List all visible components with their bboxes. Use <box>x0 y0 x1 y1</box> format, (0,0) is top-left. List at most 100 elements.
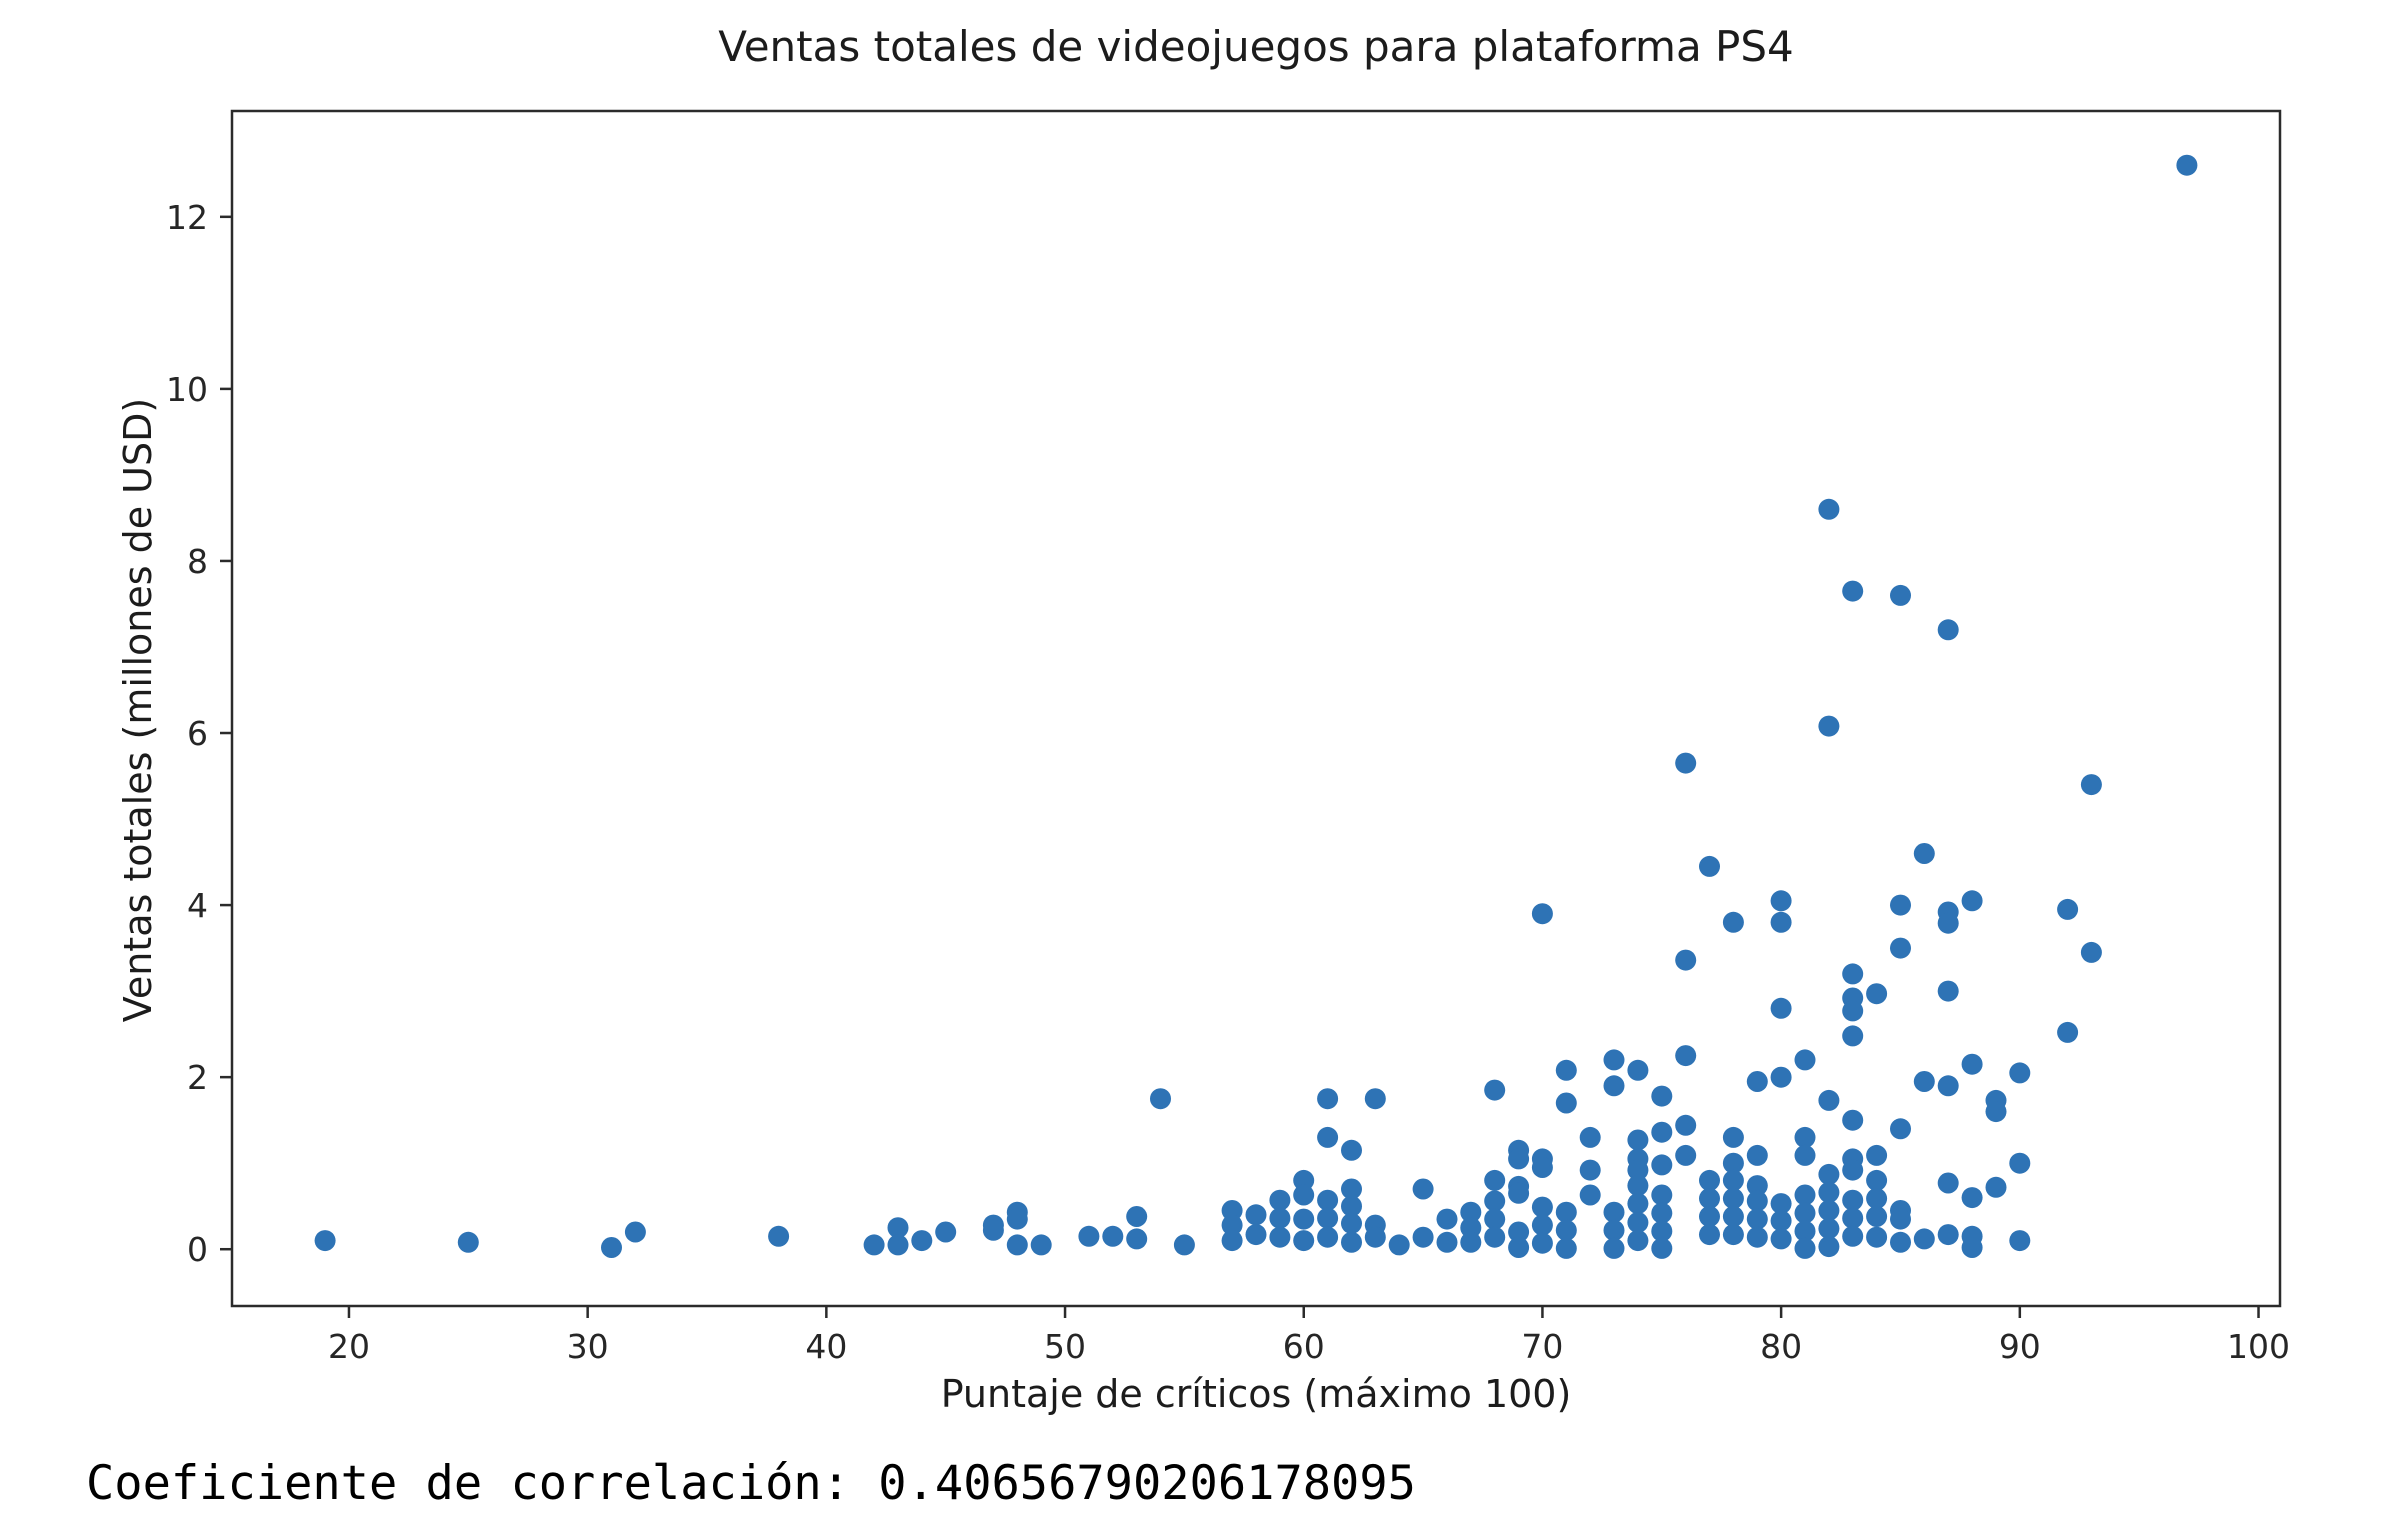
data-point <box>1794 1237 1816 1259</box>
data-point <box>1627 1212 1649 1233</box>
data-point <box>1937 619 1959 641</box>
data-point <box>1722 1188 1744 1209</box>
x-tick-label: 30 <box>567 1327 609 1366</box>
data-point <box>2009 1152 2031 1174</box>
data-point <box>1961 890 1983 912</box>
data-point <box>1508 1182 1530 1204</box>
data-point <box>1651 1202 1673 1224</box>
data-point <box>314 1230 336 1252</box>
x-tick-label: 50 <box>1044 1327 1086 1366</box>
data-point <box>1317 1126 1339 1148</box>
data-point <box>2009 1230 2031 1252</box>
data-point <box>1412 1226 1434 1248</box>
data-point <box>1245 1204 1267 1226</box>
data-point <box>1699 1224 1720 1246</box>
data-point <box>1675 1144 1697 1166</box>
data-point <box>1245 1224 1267 1246</box>
data-point <box>1722 1126 1744 1148</box>
data-point <box>1890 937 1911 959</box>
data-point <box>1555 1059 1577 1081</box>
data-point <box>1746 1144 1768 1166</box>
data-point <box>911 1230 933 1252</box>
data-point <box>1794 1184 1816 1206</box>
data-point <box>1794 1126 1816 1148</box>
data-point <box>1293 1208 1315 1230</box>
y-tick-label: 12 <box>166 198 208 237</box>
data-point <box>1794 1220 1816 1242</box>
x-tick-label: 80 <box>1760 1327 1802 1366</box>
data-point <box>1579 1159 1601 1181</box>
y-tick-label: 10 <box>166 370 208 409</box>
data-point <box>1842 1000 1864 1022</box>
data-point <box>1961 1237 1983 1258</box>
data-point <box>1675 752 1697 774</box>
data-point <box>1985 1176 2007 1198</box>
data-point <box>1627 1230 1649 1252</box>
data-point <box>1818 1218 1840 1240</box>
data-point <box>1770 911 1792 933</box>
data-point <box>1317 1226 1339 1248</box>
data-point <box>1555 1219 1577 1241</box>
y-axis-label: Ventas totales (millones de USD) <box>116 397 160 1023</box>
data-point <box>1890 584 1911 606</box>
data-point <box>1436 1231 1458 1253</box>
data-point <box>1006 1208 1028 1230</box>
data-point <box>2080 941 2102 963</box>
data-point <box>1722 1169 1744 1191</box>
data-point <box>1937 980 1959 1002</box>
data-point <box>863 1234 885 1256</box>
data-point <box>1531 1232 1553 1254</box>
data-point <box>1651 1085 1673 1107</box>
data-point <box>1317 1207 1339 1229</box>
data-point <box>1293 1169 1315 1191</box>
y-tick-label: 6 <box>187 714 208 753</box>
data-point <box>1699 1188 1720 1209</box>
data-point <box>2057 898 2079 920</box>
data-point <box>1675 949 1697 971</box>
data-point <box>1150 1088 1171 1110</box>
x-tick-label: 20 <box>328 1327 370 1366</box>
data-point <box>1866 1188 1888 1209</box>
data-point <box>1818 498 1840 520</box>
data-point <box>1484 1190 1506 1212</box>
data-point <box>1675 1045 1697 1067</box>
data-point <box>2009 1062 2031 1084</box>
data-point <box>887 1234 909 1256</box>
data-point <box>1460 1217 1482 1239</box>
scatter-plot: 20 30 40 50 60 70 80 90 100 0 2 4 6 8 10 12 <box>166 109 2290 1366</box>
data-point <box>768 1225 790 1247</box>
data-point <box>887 1217 909 1239</box>
data-point <box>1722 1206 1744 1227</box>
data-point <box>1412 1178 1434 1200</box>
data-point <box>1627 1059 1649 1081</box>
data-point <box>935 1221 957 1243</box>
data-point <box>1221 1214 1243 1236</box>
data-point <box>1341 1195 1362 1217</box>
data-point <box>1627 1159 1649 1181</box>
y-tick-label: 0 <box>187 1230 208 1269</box>
data-point <box>1531 903 1553 925</box>
data-point <box>1484 1079 1506 1101</box>
data-point <box>1364 1226 1386 1248</box>
x-axis-label: Puntaje de críticos (máximo 100) <box>940 1372 1572 1416</box>
data-point <box>1603 1219 1625 1241</box>
data-point <box>1913 1071 1935 1092</box>
data-point <box>1842 963 1864 985</box>
data-point <box>1030 1234 1052 1256</box>
data-point <box>1341 1231 1362 1253</box>
data-point <box>1508 1221 1530 1243</box>
data-point <box>1484 1226 1506 1248</box>
data-point <box>1818 1163 1840 1185</box>
x-tick-label: 100 <box>2227 1327 2290 1366</box>
y-tick-label: 4 <box>187 886 208 925</box>
data-point <box>1317 1189 1339 1211</box>
data-point <box>1722 911 1744 933</box>
data-point <box>1913 843 1935 864</box>
data-point <box>1388 1234 1410 1256</box>
data-point <box>1078 1225 1100 1247</box>
data-point <box>1651 1237 1673 1259</box>
data-point <box>1770 890 1792 912</box>
data-point <box>1364 1088 1386 1110</box>
data-point <box>1531 1196 1553 1218</box>
data-point <box>1794 1049 1816 1071</box>
